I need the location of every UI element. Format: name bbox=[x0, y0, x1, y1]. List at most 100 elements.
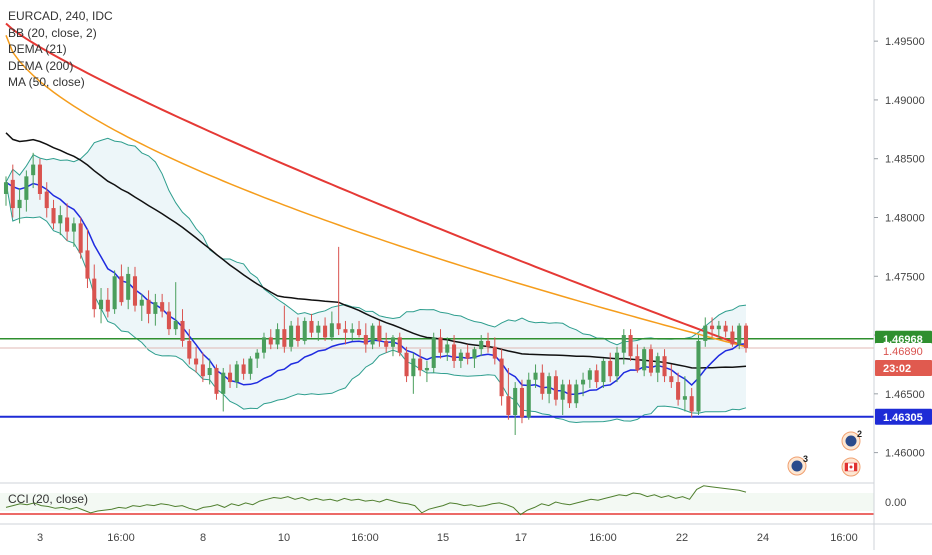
event-marker-2[interactable]: 2 bbox=[841, 429, 862, 451]
candle-body bbox=[363, 335, 368, 345]
calendar-event-icon bbox=[791, 460, 803, 472]
price-tag-text: 1.46968 bbox=[883, 334, 923, 346]
bb-label[interactable]: BB (20, close, 2) bbox=[8, 25, 97, 40]
event-markers[interactable]: 32 bbox=[787, 429, 862, 477]
candle-body bbox=[78, 223, 83, 253]
candle bbox=[676, 372, 681, 406]
cci-tick-label: 0.00 bbox=[885, 497, 906, 509]
candle bbox=[78, 217, 83, 259]
candle bbox=[166, 302, 171, 336]
candle-body bbox=[628, 335, 633, 357]
candle bbox=[363, 323, 368, 353]
candle-body bbox=[608, 360, 613, 377]
event-count: 3 bbox=[803, 454, 808, 464]
candle-body bbox=[587, 370, 592, 380]
candle bbox=[17, 188, 22, 224]
dema21-label[interactable]: DEMA (21) bbox=[8, 42, 67, 56]
candle bbox=[621, 329, 626, 365]
candle bbox=[608, 352, 613, 383]
candle bbox=[268, 329, 273, 350]
candle-body bbox=[730, 331, 735, 345]
price-tick-label: 1.49000 bbox=[885, 95, 925, 107]
candle-body bbox=[540, 372, 545, 394]
event-marker-1[interactable]: 3 bbox=[787, 454, 808, 476]
price-tag-text: 1.46305 bbox=[883, 412, 923, 424]
candle-body bbox=[723, 325, 728, 332]
candle-body bbox=[574, 384, 579, 404]
candle bbox=[234, 360, 239, 388]
time-tick-label: 17 bbox=[515, 532, 527, 544]
price-tag: 1.46890 bbox=[875, 342, 932, 359]
candle bbox=[207, 358, 212, 385]
price-tag-box bbox=[875, 359, 932, 376]
candle bbox=[614, 346, 620, 383]
cci-label[interactable]: CCI (20, close) bbox=[8, 492, 89, 506]
candle bbox=[642, 346, 647, 377]
candle-body bbox=[44, 191, 49, 209]
event-marker-flag[interactable] bbox=[841, 457, 861, 477]
candle-body bbox=[234, 364, 239, 383]
candle bbox=[126, 266, 131, 310]
candle-body bbox=[424, 367, 429, 371]
candle-body bbox=[703, 325, 708, 341]
candle bbox=[180, 309, 185, 347]
candle-body bbox=[295, 325, 300, 341]
candle bbox=[323, 317, 328, 341]
candle-body bbox=[492, 346, 497, 359]
ma50-label[interactable]: MA (50, close) bbox=[8, 75, 85, 89]
candle bbox=[682, 376, 687, 412]
candle bbox=[370, 323, 375, 350]
price-tag: 1.46305 bbox=[875, 408, 932, 425]
candle-body bbox=[119, 276, 124, 303]
candle-body bbox=[506, 396, 511, 415]
cci-line bbox=[5, 485, 747, 516]
candle bbox=[424, 360, 429, 383]
candle-body bbox=[594, 370, 599, 383]
candle-body bbox=[17, 199, 22, 209]
candle-body bbox=[323, 325, 328, 338]
time-tick-label: 15 bbox=[437, 532, 449, 544]
time-tick-label: 3 bbox=[37, 532, 43, 544]
dema200-label[interactable]: DEMA (200) bbox=[8, 58, 74, 73]
candle bbox=[119, 264, 124, 306]
candle-body bbox=[350, 329, 355, 333]
candle-body bbox=[99, 299, 104, 310]
candle bbox=[594, 364, 599, 388]
candle bbox=[533, 364, 538, 388]
candle-body bbox=[187, 340, 192, 359]
candle bbox=[587, 367, 592, 388]
candle-body bbox=[479, 340, 484, 350]
candle bbox=[105, 288, 110, 318]
candle-body bbox=[132, 276, 138, 306]
flag-leaf bbox=[849, 465, 853, 469]
candle-body bbox=[519, 387, 524, 418]
dema200-line bbox=[5, 22, 747, 348]
candle bbox=[248, 356, 253, 380]
candle-body bbox=[31, 164, 36, 176]
candle bbox=[506, 367, 511, 420]
candle-body bbox=[316, 325, 321, 333]
candle-body bbox=[207, 367, 212, 376]
candle bbox=[655, 352, 660, 383]
candle-body bbox=[173, 320, 178, 330]
price-tag-text: 23:02 bbox=[883, 363, 911, 375]
candle bbox=[567, 379, 572, 408]
candle bbox=[85, 229, 90, 289]
candle-body bbox=[601, 360, 606, 383]
symbol-label[interactable]: EURCAD, 240, IDC bbox=[8, 9, 113, 23]
candle bbox=[10, 164, 15, 218]
candle-body bbox=[676, 382, 681, 400]
candle bbox=[187, 329, 192, 365]
candle bbox=[526, 372, 531, 420]
candle bbox=[350, 323, 355, 341]
time-tick-label: 16:00 bbox=[107, 532, 135, 544]
candle bbox=[730, 325, 735, 347]
time-tick-label: 16:00 bbox=[351, 532, 379, 544]
candle-body bbox=[696, 340, 701, 412]
candle-body bbox=[485, 340, 491, 347]
candle bbox=[302, 317, 307, 345]
candle bbox=[438, 329, 443, 359]
candle-body bbox=[200, 364, 205, 377]
